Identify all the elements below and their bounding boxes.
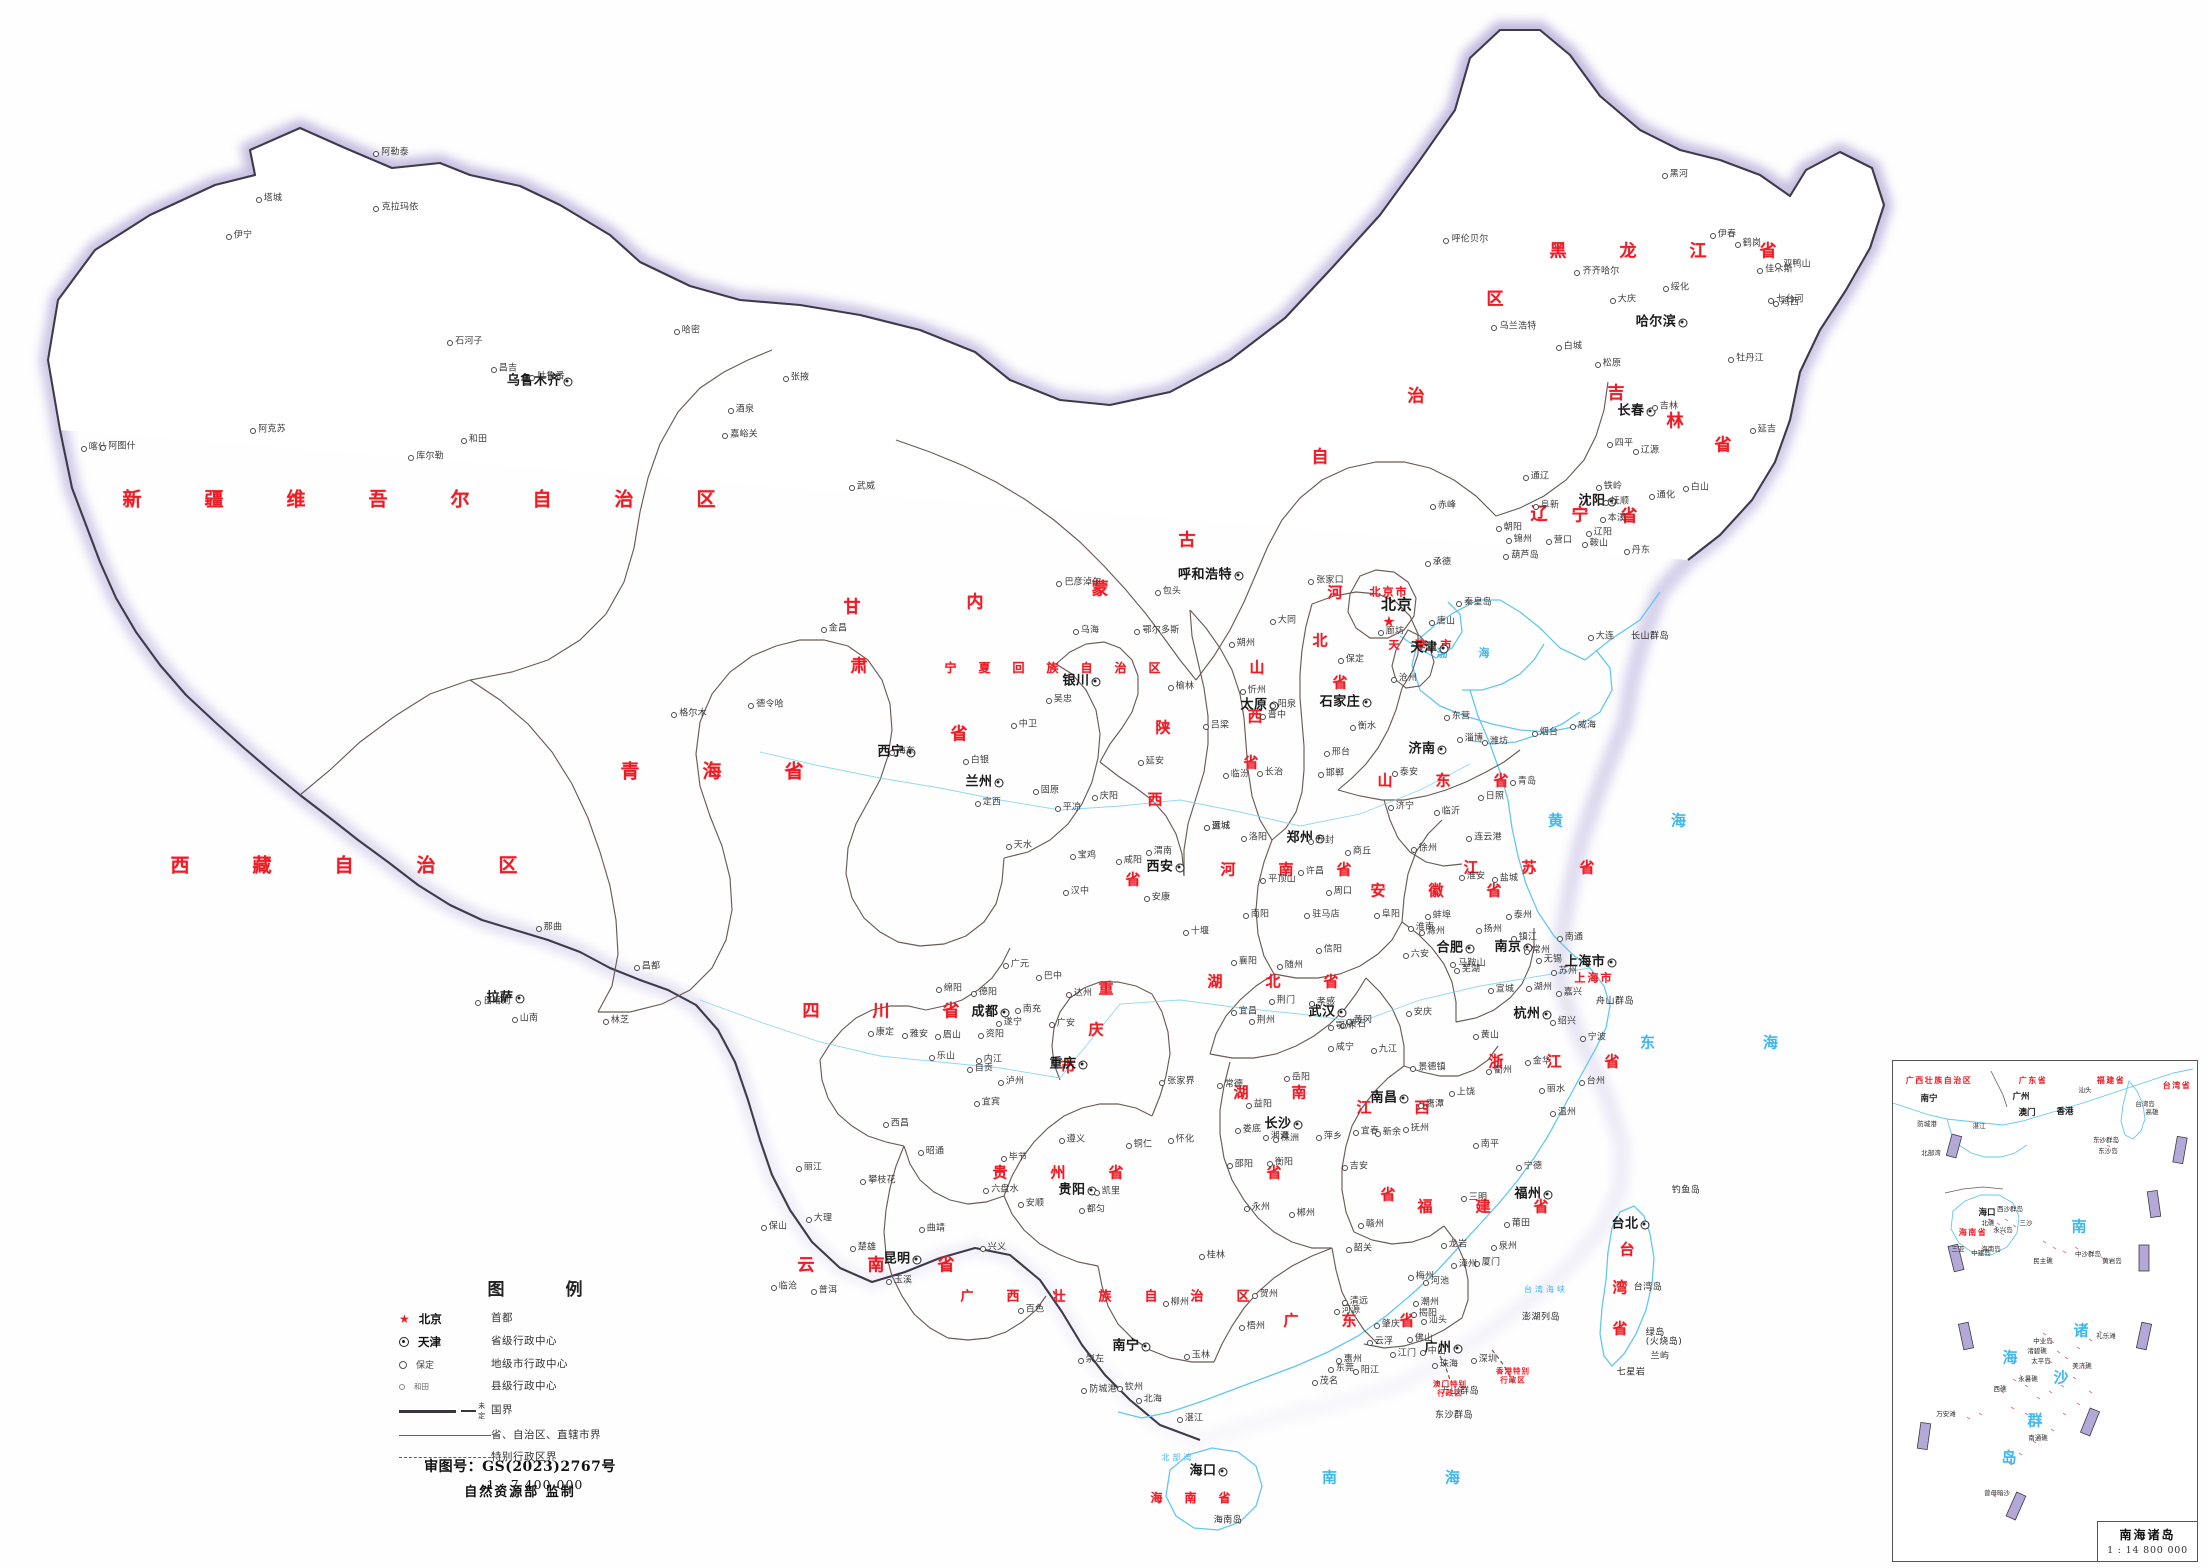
- legend: 图 例 ★ 北京 首都 天津 省级行政中心 保定 地级市行政中心: [395, 1275, 675, 1492]
- inset-title-text: 南海诸岛: [2119, 1528, 2176, 1542]
- coastline: [1117, 591, 1661, 1531]
- double-circle-icon: [399, 1337, 409, 1347]
- legend-desc-provincial: 省级行政中心: [491, 1335, 557, 1348]
- rivers: [699, 751, 1591, 1079]
- legend-sample-county: 和田: [414, 1382, 429, 1391]
- south-china-sea-inset: 广西壮族自治区 广东省 福建省 台湾省 海南省 南宁 广州 海口 香港 澳门 防城港 湛江 汕头 台湾岛高…: [1892, 1060, 2198, 1562]
- thick-line-icon: [399, 1409, 457, 1413]
- legend-symbol-sar-boundary: [395, 1457, 491, 1458]
- legend-row-prefecture: 保定 地级市行政中心: [395, 1357, 675, 1372]
- legend-row-province-boundary: 省、自治区、直辖市界: [395, 1428, 675, 1443]
- map-scale: 1 : 7 400 000: [486, 1477, 584, 1492]
- legend-desc-county: 县级行政中心: [491, 1379, 557, 1392]
- undefined-line-icon: [461, 1409, 477, 1413]
- legend-symbol-national-boundary: 未定: [395, 1401, 491, 1421]
- thin-line-icon: [399, 1434, 491, 1437]
- legend-symbol-prefecture: 保定: [395, 1358, 491, 1371]
- inset-scale-text: 1 : 14 800 000: [2107, 1545, 2188, 1556]
- legend-sample-undefined: 未定: [478, 1402, 486, 1420]
- legend-desc-capital: 首都: [491, 1312, 513, 1325]
- legend-desc-sar-boundary: 特别行政区界: [491, 1450, 557, 1463]
- legend-symbol-capital: ★ 北京: [395, 1311, 491, 1327]
- legend-desc-province-boundary: 省、自治区、直辖市界: [491, 1428, 601, 1441]
- legend-row-sar-boundary: 特别行政区界: [395, 1450, 675, 1465]
- inset-title-box: 南海诸岛 1 : 14 800 000: [2097, 1521, 2197, 1561]
- circle-icon: [399, 1360, 407, 1369]
- legend-row-provincial: 天津 省级行政中心: [395, 1334, 675, 1350]
- legend-symbol-county: 和田: [395, 1381, 491, 1392]
- small-circle-icon: [399, 1383, 405, 1390]
- legend-row-capital: ★ 北京 首都: [395, 1311, 675, 1327]
- legend-desc-national-boundary: 国界: [491, 1404, 513, 1417]
- approval-number: 审图号：GS(2023)2767号: [424, 1459, 616, 1475]
- legend-sample-provincial: 天津: [418, 1335, 441, 1349]
- legend-symbol-provincial: 天津: [395, 1334, 491, 1350]
- approval-block: 审图号：GS(2023)2767号 自然资源部 监制: [330, 1456, 710, 1500]
- legend-sample-prefecture: 保定: [416, 1361, 435, 1371]
- legend-desc-prefecture: 地级市行政中心: [491, 1357, 568, 1370]
- legend-sample-capital: 北京: [418, 1312, 442, 1326]
- red-star-icon: ★: [399, 1312, 410, 1326]
- legend-title: 图 例: [487, 1280, 605, 1300]
- province-boundaries: [299, 349, 1609, 1363]
- legend-row-county: 和田 县级行政中心: [395, 1379, 675, 1394]
- inset-geometry: [1893, 1068, 2194, 1521]
- national-boundary-line: [46, 28, 1886, 1441]
- legend-row-national-boundary: 未定 国界: [395, 1401, 675, 1421]
- sar-boundary: [1439, 1349, 1515, 1385]
- legend-symbol-province-boundary: [395, 1434, 491, 1437]
- issuing-authority: 自然资源部 监制: [464, 1485, 576, 1500]
- dashed-line-icon: [399, 1457, 491, 1458]
